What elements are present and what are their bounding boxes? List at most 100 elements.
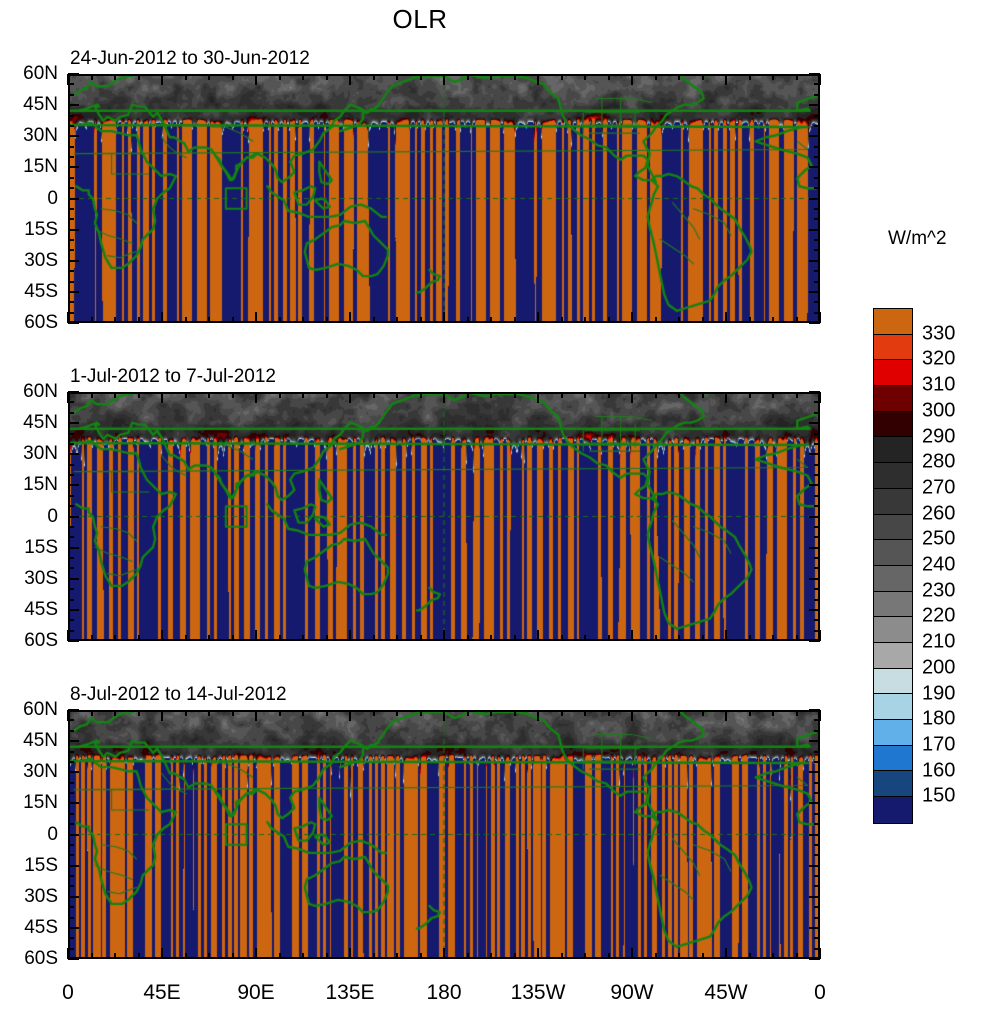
colorbar-swatch[interactable] — [874, 514, 912, 541]
colorbar-tick-label: 280 — [922, 450, 956, 473]
axis-tick — [809, 453, 820, 456]
panel-title: 24-Jun-2012 to 30-Jun-2012 — [70, 48, 310, 69]
axis-tick — [349, 948, 351, 959]
axis-tick — [114, 953, 116, 959]
colorbar-swatch[interactable] — [874, 591, 912, 618]
colorbar-swatch[interactable] — [874, 771, 912, 798]
colorbar-swatch[interactable] — [874, 720, 912, 746]
axis-tick — [67, 312, 69, 323]
y-axis-label: 45S — [24, 916, 58, 938]
axis-tick — [819, 630, 821, 641]
axis-tick — [809, 259, 820, 262]
colorbar-swatch[interactable] — [874, 309, 912, 335]
y-axis-label: 30S — [24, 885, 58, 907]
axis-tick — [466, 392, 469, 398]
axis-tick — [809, 577, 820, 580]
axis-tick — [607, 710, 610, 716]
colorbar-swatch[interactable] — [874, 463, 912, 489]
axis-tick — [114, 392, 116, 398]
axis-tick — [631, 392, 633, 403]
axis-tick — [68, 197, 79, 200]
y-axis-label: 45S — [24, 280, 58, 302]
axis-tick — [68, 249, 74, 252]
axis-tick — [809, 290, 820, 293]
axis-tick — [255, 948, 257, 959]
axis-tick — [302, 953, 304, 959]
map-plot-area[interactable] — [68, 710, 820, 959]
colorbar-unit-label: W/m^2 — [888, 228, 947, 249]
axis-tick — [68, 729, 74, 732]
axis-tick — [208, 317, 210, 323]
axis-tick — [814, 750, 820, 753]
axis-tick — [68, 947, 74, 950]
axis-tick — [325, 392, 328, 398]
axis-tick — [302, 635, 304, 641]
axis-tick — [68, 854, 74, 857]
axis-tick — [419, 710, 422, 716]
map-plot-area[interactable] — [68, 392, 820, 641]
axis-tick — [814, 557, 820, 559]
y-axis-label: 15N — [23, 156, 58, 178]
map-plot-area[interactable] — [68, 74, 820, 323]
colorbar[interactable] — [873, 308, 913, 824]
axis-tick — [631, 630, 633, 641]
colorbar-swatch[interactable] — [874, 411, 912, 438]
axis-tick — [184, 74, 187, 80]
colorbar-swatch[interactable] — [874, 617, 912, 643]
axis-tick — [814, 760, 820, 763]
axis-tick — [809, 322, 820, 324]
axis-tick — [814, 875, 820, 877]
axis-tick — [419, 392, 422, 398]
map-panel: 8-Jul-2012 to 14-Jul-2012 60N 45N 30N 15N 0 15… — [0, 684, 983, 1019]
axis-tick — [255, 312, 257, 323]
axis-tick — [419, 953, 422, 959]
colorbar-swatch[interactable] — [874, 334, 912, 361]
axis-tick — [114, 710, 116, 716]
colorbar-swatch[interactable] — [874, 360, 912, 387]
colorbar-swatch[interactable] — [874, 745, 912, 772]
axis-tick — [809, 484, 820, 487]
colorbar-swatch[interactable] — [874, 797, 912, 823]
axis-tick — [68, 83, 74, 86]
colorbar-tick-label: 170 — [922, 733, 956, 756]
y-axis-label: 45N — [23, 730, 58, 752]
colorbar-swatch[interactable] — [874, 668, 912, 695]
colorbar-swatch[interactable] — [874, 386, 912, 412]
axis-tick — [90, 635, 93, 641]
axis-tick — [396, 317, 398, 323]
y-axis-label: 0 — [47, 187, 58, 209]
axis-tick — [814, 536, 820, 539]
axis-tick — [584, 392, 586, 398]
axis-tick — [443, 392, 445, 403]
y-axis-label: 30N — [23, 125, 58, 147]
axis-tick — [814, 124, 820, 127]
colorbar-swatch[interactable] — [874, 437, 912, 464]
axis-tick — [372, 635, 375, 641]
axis-tick — [814, 916, 820, 919]
colorbar-swatch[interactable] — [874, 540, 912, 566]
axis-tick — [809, 740, 820, 743]
panel-title: 1-Jul-2012 to 7-Jul-2012 — [70, 366, 276, 387]
axis-tick — [68, 145, 74, 148]
axis-tick — [349, 630, 351, 641]
axis-tick — [68, 640, 79, 642]
axis-tick — [137, 392, 140, 398]
axis-tick — [68, 525, 74, 528]
colorbar-swatch[interactable] — [874, 488, 912, 515]
axis-tick — [678, 953, 680, 959]
axis-tick — [68, 322, 79, 324]
axis-tick — [466, 710, 469, 716]
colorbar-swatch[interactable] — [874, 565, 912, 592]
axis-tick — [114, 317, 116, 323]
axis-tick — [68, 709, 79, 711]
axis-tick — [255, 74, 257, 85]
axis-tick — [325, 635, 328, 641]
axis-tick — [795, 953, 798, 959]
axis-tick — [466, 953, 469, 959]
colorbar-swatch[interactable] — [874, 694, 912, 720]
axis-tick — [701, 710, 704, 716]
colorbar-swatch[interactable] — [874, 642, 912, 669]
axis-tick — [814, 588, 820, 591]
axis-tick — [68, 239, 74, 241]
axis-tick — [466, 317, 469, 323]
